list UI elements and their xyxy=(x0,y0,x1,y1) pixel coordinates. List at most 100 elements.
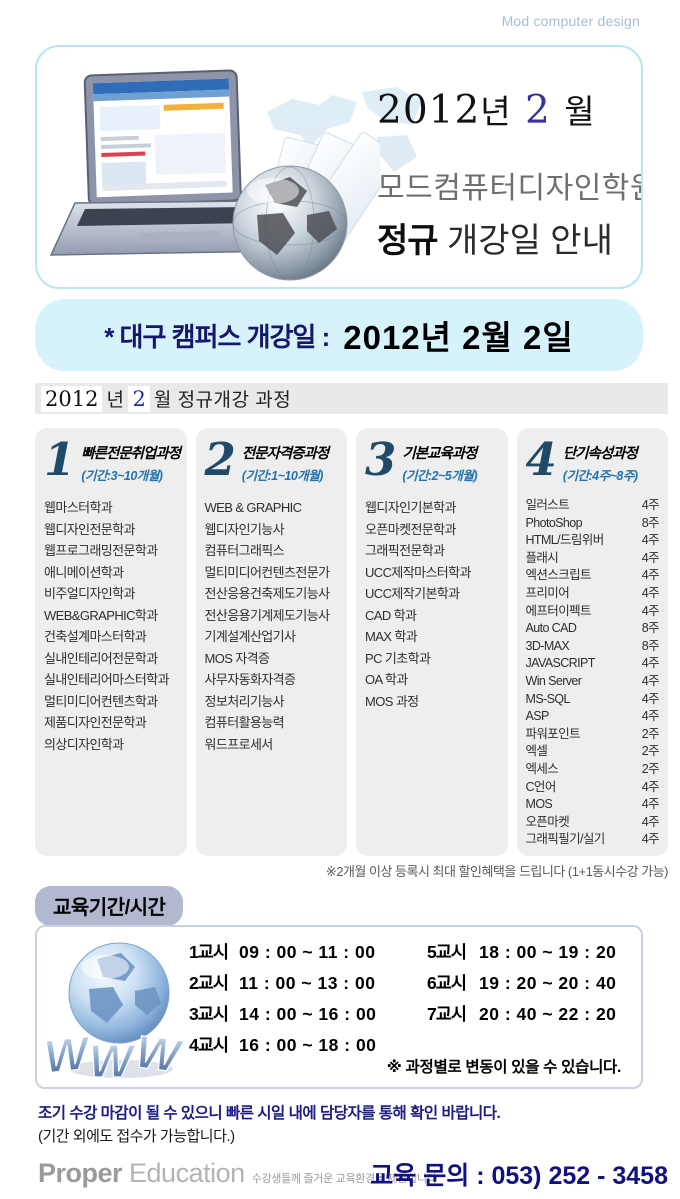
period-label: 3교시 xyxy=(189,1004,229,1024)
course-column-header: 3 기본교육과정 (기간:2~5개월) xyxy=(365,437,499,484)
course-duration: 4주 xyxy=(641,550,660,565)
course-item: ASP 4주 xyxy=(526,708,660,726)
course-duration: 2주 xyxy=(641,726,660,741)
hero-year: 2012 xyxy=(377,88,481,133)
course-item: 그래픽필기/실기 4주 xyxy=(526,831,660,849)
course-name: 오픈마켓 xyxy=(525,814,570,829)
course-duration: 4주 xyxy=(641,673,660,688)
course-item: 제품디자인전문학과 xyxy=(44,715,147,730)
course-column-header: 1 빠른전문취업과정 (기간:3~10개월) xyxy=(44,433,181,486)
section-year: 2012 xyxy=(41,385,103,412)
course-name: MS-SQL xyxy=(525,691,571,706)
course-item: 일러스트 4주 xyxy=(526,497,660,515)
hero-month-suffix: 월 xyxy=(564,93,596,130)
schedule-row: 1교시 09 : 00 ~ 11 : 00 5교시 18 : 00 ~ 19 : 20 xyxy=(189,937,667,968)
svg-text:W: W xyxy=(133,1025,186,1082)
period-label: 4교시 xyxy=(189,1035,229,1055)
hero-box: 2012년 2 월 모드컴퓨터디자인학원 정규 개강일 안내 xyxy=(35,45,643,289)
footer-notice-primary: 조기 수강 마감이 될 수 있으니 빠른 시일 내에 담당자를 통해 확인 바랍… xyxy=(38,1105,501,1122)
section-title-rest: 월 정규개강 과정 xyxy=(153,390,292,411)
course-item: 엑셀 2주 xyxy=(526,743,660,761)
course-column-number: 2 xyxy=(204,433,236,486)
schedule-row: 2교시 11 : 00 ~ 13 : 00 6교시 19 : 20 ~ 20 : 40 xyxy=(189,968,667,999)
course-name: Win Server xyxy=(525,673,582,688)
hero-month: 2 xyxy=(525,88,551,133)
footer-logo-tagline: 수강생들께 즐거운 교육환경을 제공합니다 xyxy=(251,1173,437,1185)
campus-open-date-banner: * 대구 캠퍼스 개강일 : 2012년 2월 2일 xyxy=(35,299,643,371)
period-time: 14 : 00 ~ 16 : 00 xyxy=(239,1004,377,1024)
course-item: PC 기초학과 xyxy=(365,650,431,666)
section-month: 2 xyxy=(128,385,150,412)
course-column-4: 4 단기속성과정 (기간:4주~8주) 일러스트 4주 PhotoShop 8주 HTML/드… xyxy=(516,428,668,856)
course-duration: 4주 xyxy=(641,709,660,724)
course-item: 에프터이펙트 4주 xyxy=(526,603,660,621)
course-item: 멀티미디어컨텐츠학과 xyxy=(44,693,158,709)
hero-subtitle: 정규 개강일 안내 xyxy=(377,213,637,262)
course-item: 웹디자인기능사 xyxy=(204,521,285,537)
period-label: 7교시 xyxy=(427,1004,467,1024)
course-columns: 1 빠른전문취업과정 (기간:3~10개월) 웹마스터학과 웹디자인전문학과 웹프로그래밍… xyxy=(35,428,668,856)
course-name: 엑셀 xyxy=(525,744,548,759)
course-item: WEB&GRAPHIC학과 xyxy=(44,607,158,623)
course-column-titles: 전문자격증과정 (기간:1~10개월) xyxy=(241,439,329,484)
course-column-number: 1 xyxy=(44,433,76,486)
course-name: 엑션스크립트 xyxy=(525,568,592,583)
course-item: 기계설계산업기사 xyxy=(204,629,296,644)
course-column-period: (기간:2~5개월) xyxy=(402,469,478,483)
course-item: 오픈마켓 4주 xyxy=(526,814,660,832)
schedule-badge: 교육기간/시간 xyxy=(35,886,184,926)
course-item: 웹디자인전문학과 xyxy=(44,521,135,537)
course-column-header: 4 단기속성과정 (기간:4주~8주) xyxy=(526,437,660,484)
course-duration: 4주 xyxy=(641,568,660,583)
section-year-suffix: 년 xyxy=(106,390,125,411)
hero-date-line: 2012년 2 월 xyxy=(377,85,637,133)
period-time: 11 : 00 ~ 13 : 00 xyxy=(239,973,376,993)
course-column-title: 전문자격증과정 xyxy=(241,446,329,462)
course-item: HTML/드림위버 4주 xyxy=(526,532,660,550)
course-duration: 4주 xyxy=(641,656,660,671)
class-schedule: 1교시 09 : 00 ~ 11 : 00 5교시 18 : 00 ~ 19 : 20… xyxy=(189,937,667,1061)
course-item: JAVASCRIPT 4주 xyxy=(526,655,660,673)
banner-date: 2012년 2월 2일 xyxy=(343,319,574,356)
footer-notice-secondary: (기간 외에도 접수가 가능합니다.) xyxy=(38,1128,235,1145)
contact-phone: 교육 문의 : 053) 252 - 3458 xyxy=(370,1162,668,1190)
course-name: 파워포인트 xyxy=(525,726,581,741)
course-duration: 4주 xyxy=(641,814,660,829)
course-name: 프리미어 xyxy=(525,585,570,600)
hero-year-suffix: 년 xyxy=(480,93,512,130)
academy-name: 모드컴퓨터디자인학원 xyxy=(377,172,643,205)
course-item: CAD 학과 xyxy=(365,607,417,623)
course-item: 컴퓨터그래픽스 xyxy=(204,543,285,558)
period-label: 2교시 xyxy=(189,973,229,993)
course-name: MOS xyxy=(525,797,553,812)
period-time: 20 : 40 ~ 22 : 20 xyxy=(479,1004,617,1024)
course-column-title: 빠른전문취업과정 xyxy=(81,446,181,462)
course-item: MOS 자격증 xyxy=(204,650,271,666)
course-item: 엑세스 2주 xyxy=(526,761,660,779)
period-time: 16 : 00 ~ 18 : 00 xyxy=(239,1035,377,1055)
course-item: 그래픽전문학과 xyxy=(365,543,445,558)
course-item: 실내인테리어마스터학과 xyxy=(44,672,170,687)
course-item: 웹마스터학과 xyxy=(44,500,113,515)
course-duration: 4주 xyxy=(641,533,660,548)
course-item: MOS 과정 xyxy=(365,693,419,709)
course-column-2: 2 전문자격증과정 (기간:1~10개월) WEB & GRAPHIC 웹디자인기능사 컴… xyxy=(195,428,347,856)
course-name: 그래픽필기/실기 xyxy=(525,832,606,847)
period-label: 5교시 xyxy=(427,942,467,962)
discount-note: ※2개월 이상 등록시 최대 할인혜택을 드립니다 (1+1동시수강 가능) xyxy=(325,864,669,879)
course-name: 일러스트 xyxy=(525,498,570,512)
course-column-titles: 기본교육과정 (기간:2~5개월) xyxy=(402,439,477,484)
course-duration: 8주 xyxy=(641,621,660,636)
course-item: 3D-MAX 8주 xyxy=(526,638,660,656)
course-name: HTML/드림위버 xyxy=(525,533,605,548)
period-time: 09 : 00 ~ 11 : 00 xyxy=(239,942,376,962)
course-duration: 4주 xyxy=(641,832,660,847)
course-item: 컴퓨터활용능력 xyxy=(204,715,285,730)
hero-subtitle-bold: 정규 xyxy=(377,222,439,260)
course-item: 웹디자인기본학과 xyxy=(365,500,456,515)
footer-logo: Proper Education 수강생들께 즐거운 교육환경을 제공합니다 xyxy=(38,1158,437,1189)
course-duration: 4주 xyxy=(641,691,660,706)
course-item: UCC제작마스터학과 xyxy=(365,564,471,580)
course-item: OA 학과 xyxy=(365,672,408,687)
course-duration: 2주 xyxy=(641,761,660,776)
